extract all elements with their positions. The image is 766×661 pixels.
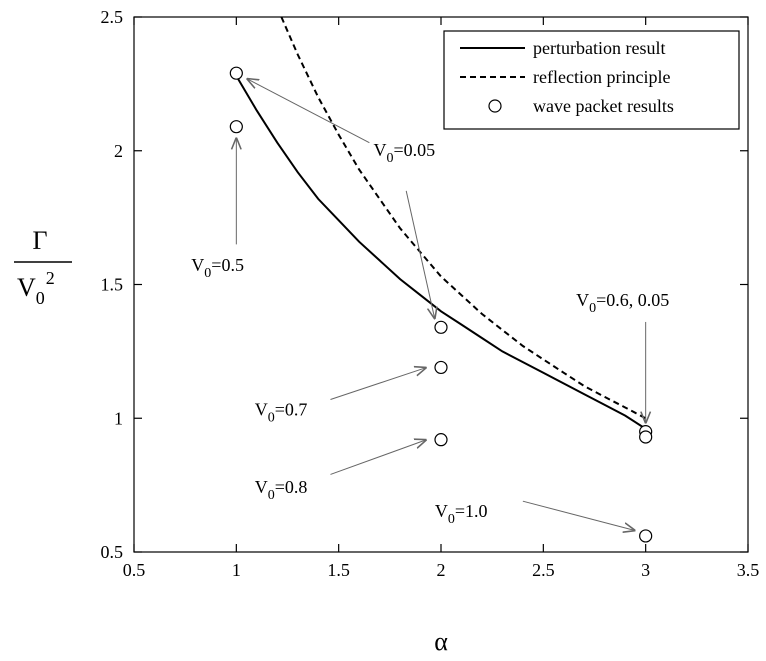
x-tick-label: 2.5 [532, 560, 555, 580]
legend-label-reflection: reflection principle [533, 67, 670, 87]
legend-marker-wave-packet [488, 99, 502, 113]
annotation-label: V0=0.8 [255, 477, 308, 503]
y-axis-label-denominator: V02 [17, 268, 55, 308]
perturbation-curve [235, 75, 647, 430]
x-tick-label: 3 [641, 560, 650, 580]
annotation-label: V0=0.5 [191, 255, 244, 281]
annotation-arrow [330, 440, 426, 475]
reflection-curve [280, 16, 647, 420]
legend: perturbation result reflection principle… [443, 30, 740, 130]
y-tick-label: 1.5 [101, 275, 124, 295]
y-tick-label: 1 [114, 408, 123, 428]
annotation-label: V0=0.6, 0.05 [576, 290, 669, 316]
wave-packet-point [639, 430, 653, 444]
x-tick-label: 3.5 [737, 560, 760, 580]
y-tick-label: 0.5 [101, 542, 124, 562]
series-layer [229, 16, 653, 543]
y-axis-label-numerator: Γ [32, 226, 47, 255]
legend-label-wave-packet: wave packet results [533, 96, 674, 116]
annotation-arrow [247, 79, 370, 144]
y-axis-label: Γ V02 [14, 226, 72, 308]
annotation-arrow [405, 190, 435, 319]
ticks: 0.5 1 1.5 2 2.5 3 3.5 0.5 1 1.5 2 2.5 [101, 7, 760, 580]
legend-label-perturbation: perturbation result [533, 38, 665, 58]
annotation-arrow [522, 500, 636, 530]
y-tick-label: 2.5 [101, 7, 124, 27]
wave-packet-point [434, 320, 448, 334]
annotation-label: V0=0.7 [255, 400, 308, 426]
x-tick-label: 0.5 [123, 560, 146, 580]
annotation-arrow [330, 367, 426, 400]
wave-packet-point [434, 360, 448, 375]
annotation-label: V0=1.0 [435, 501, 488, 527]
y-tick-label: 2 [114, 141, 123, 161]
x-axis-label: α [434, 627, 448, 656]
wave-packet-point [434, 433, 448, 447]
x-tick-label: 1 [232, 560, 241, 580]
wave-packet-point [639, 529, 653, 543]
wave-packet-point [229, 66, 243, 80]
wave-packet-point [229, 120, 243, 134]
x-tick-label: 2 [437, 560, 446, 580]
x-tick-label: 1.5 [327, 560, 350, 580]
annotations-layer: V0=0.05 V0=0.5 V0=0.6, 0.05 V0=0.7 V0=0.8 V0=… [191, 79, 669, 531]
annotation-label: V0=0.05 [373, 140, 435, 166]
